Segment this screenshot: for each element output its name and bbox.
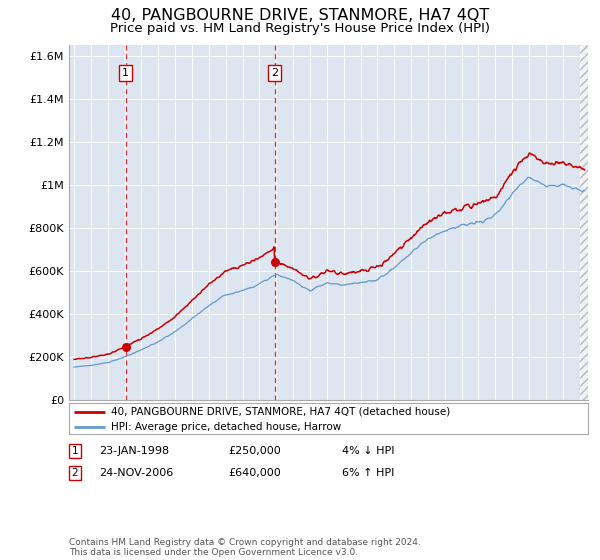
Text: 40, PANGBOURNE DRIVE, STANMORE, HA7 4QT (detached house): 40, PANGBOURNE DRIVE, STANMORE, HA7 4QT …	[110, 407, 450, 417]
Text: 4% ↓ HPI: 4% ↓ HPI	[342, 446, 395, 456]
Text: £640,000: £640,000	[228, 468, 281, 478]
Text: Price paid vs. HM Land Registry's House Price Index (HPI): Price paid vs. HM Land Registry's House …	[110, 22, 490, 35]
Text: 2: 2	[71, 468, 79, 478]
Polygon shape	[580, 45, 588, 400]
Text: 23-JAN-1998: 23-JAN-1998	[99, 446, 169, 456]
Text: 24-NOV-2006: 24-NOV-2006	[99, 468, 173, 478]
Text: 6% ↑ HPI: 6% ↑ HPI	[342, 468, 394, 478]
Text: 1: 1	[122, 68, 129, 78]
Text: 40, PANGBOURNE DRIVE, STANMORE, HA7 4QT: 40, PANGBOURNE DRIVE, STANMORE, HA7 4QT	[111, 8, 489, 24]
Text: £250,000: £250,000	[228, 446, 281, 456]
Text: 1: 1	[71, 446, 79, 456]
Text: HPI: Average price, detached house, Harrow: HPI: Average price, detached house, Harr…	[110, 422, 341, 432]
Text: 2: 2	[271, 68, 278, 78]
Text: Contains HM Land Registry data © Crown copyright and database right 2024.
This d: Contains HM Land Registry data © Crown c…	[69, 538, 421, 557]
